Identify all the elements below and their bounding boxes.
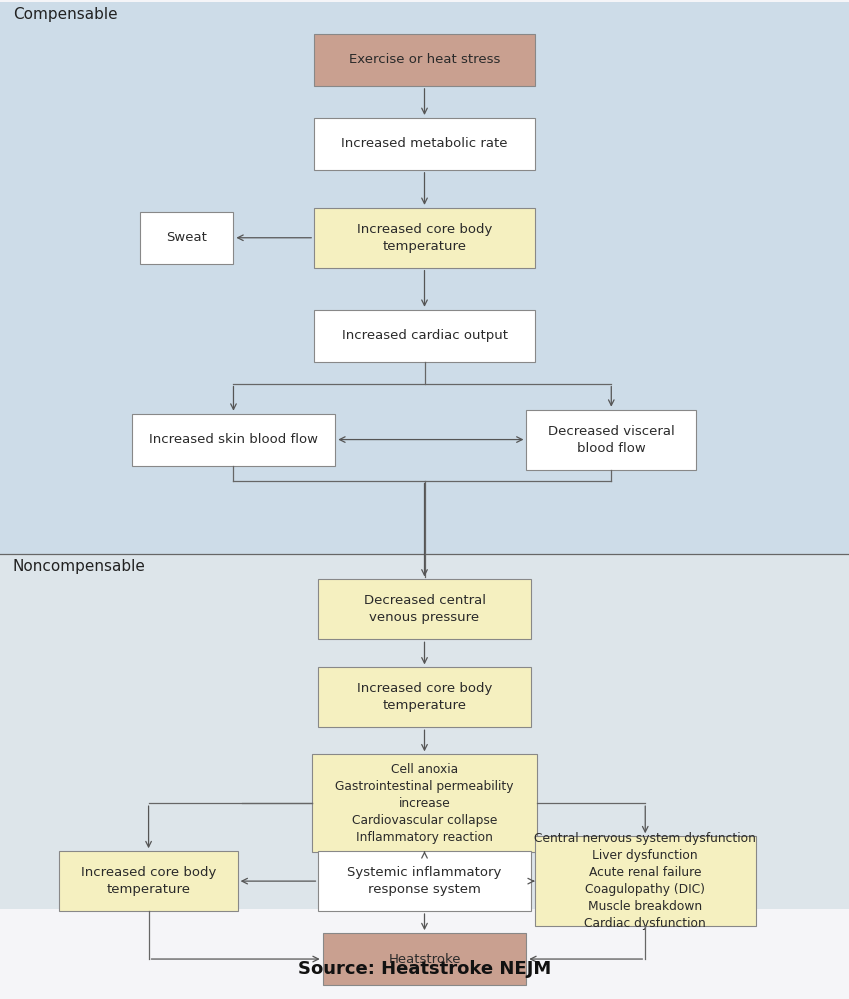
Text: Noncompensable: Noncompensable	[13, 559, 146, 574]
Bar	[312, 754, 537, 852]
Text: Compensable: Compensable	[13, 7, 117, 22]
Bar	[132, 414, 335, 466]
Text: Decreased central
venous pressure: Decreased central venous pressure	[363, 594, 486, 624]
Text: Increased core body
temperature: Increased core body temperature	[357, 223, 492, 253]
Bar	[314, 310, 535, 362]
Text: Heatstroke: Heatstroke	[388, 952, 461, 966]
Bar	[59, 851, 238, 911]
Text: Decreased visceral
blood flow: Decreased visceral blood flow	[548, 425, 675, 455]
Text: Cell anoxia
Gastrointestinal permeability
increase
Cardiovascular collapse
Infla: Cell anoxia Gastrointestinal permeabilit…	[335, 762, 514, 844]
Bar	[526, 410, 696, 470]
Text: Increased skin blood flow: Increased skin blood flow	[149, 433, 318, 447]
Bar	[314, 118, 535, 170]
Text: Systemic inflammatory
response system: Systemic inflammatory response system	[347, 866, 502, 896]
Bar	[535, 836, 756, 926]
Bar	[318, 579, 531, 639]
Text: Central nervous system dysfunction
Liver dysfunction
Acute renal failure
Coagulo: Central nervous system dysfunction Liver…	[534, 832, 756, 930]
Bar	[318, 851, 531, 911]
Text: Increased core body
temperature: Increased core body temperature	[81, 866, 216, 896]
Bar	[0, 554, 849, 909]
Bar	[140, 212, 233, 264]
Bar	[318, 667, 531, 727]
Bar	[314, 208, 535, 268]
Text: Source: Heatstroke NEJM: Source: Heatstroke NEJM	[298, 960, 551, 978]
Bar	[0, 2, 849, 554]
Text: Increased core body
temperature: Increased core body temperature	[357, 682, 492, 712]
Text: Sweat: Sweat	[166, 231, 207, 245]
Bar	[314, 34, 535, 86]
Bar	[323, 933, 526, 985]
Text: Exercise or heat stress: Exercise or heat stress	[349, 53, 500, 67]
Text: Increased metabolic rate: Increased metabolic rate	[341, 137, 508, 151]
Text: Increased cardiac output: Increased cardiac output	[341, 329, 508, 343]
